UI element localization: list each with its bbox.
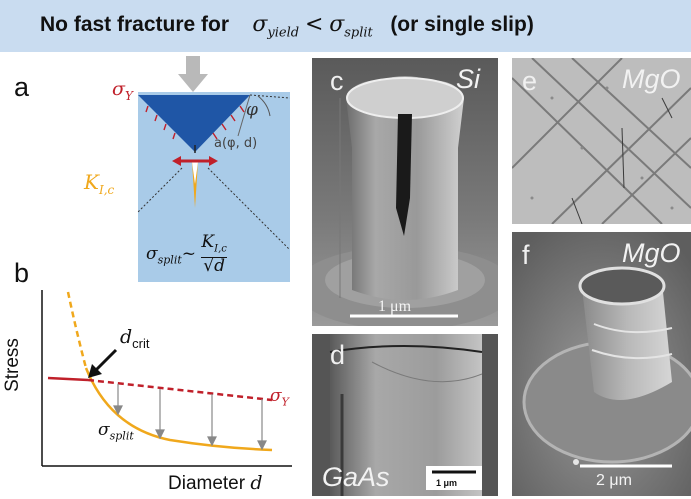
grey-arrows: [113, 384, 267, 451]
x-axis-label: Diameter d: [168, 472, 263, 494]
panel-a-label: a: [14, 72, 30, 102]
sigma-yield: σyield: [252, 12, 300, 41]
y-axis-label: Stress: [1, 338, 23, 392]
load-arrow: [178, 56, 208, 92]
less-than: <: [304, 12, 324, 37]
panel-d-sem-image: [312, 334, 498, 496]
title-prefix: No fast fracture for: [40, 13, 230, 36]
scale-d-label: 1 μm: [436, 478, 458, 488]
crack-white: [192, 162, 198, 184]
panel-b-label: b: [14, 258, 30, 288]
panel-c-label: c: [330, 66, 344, 96]
indenter-wedge: [138, 95, 250, 152]
crack-orange: [192, 162, 198, 208]
title-suffix: (or single slip): [390, 13, 534, 36]
panel-c-sem-image: [312, 58, 498, 326]
panel-f-label: f: [522, 240, 530, 270]
material-si-label: Si: [456, 64, 481, 94]
panel-e-label: e: [522, 66, 538, 96]
panel-e-micrograph: [512, 58, 691, 224]
dcrit-label: dcrit: [120, 326, 150, 351]
title-banner: [0, 0, 691, 52]
title-text: No fast fracture for σyield < σsplit (or…: [40, 12, 534, 40]
scale-f-label: 2 μm: [596, 472, 632, 489]
material-mgo-f-label: MgO: [622, 238, 681, 268]
split-formula: σsplit~ KI,c √d: [146, 232, 227, 277]
sigma-split-curve-label: σsplit: [98, 420, 134, 443]
material-mgo-e-label: MgO: [622, 64, 681, 94]
split-dashed: [66, 291, 88, 369]
panel-d-label: d: [330, 340, 346, 370]
kic-label: KI,c: [84, 170, 115, 197]
a-phi-d-label: a(φ, d): [214, 136, 258, 151]
slip-ticks: [145, 105, 245, 140]
sigma-split: σsplit: [329, 12, 373, 41]
split-curve: [84, 367, 273, 452]
sigma-y-curve-label: σY: [270, 386, 289, 409]
sigma-y-label: σY: [112, 78, 133, 103]
sigma-y-solid: [47, 376, 89, 382]
panel-f-sem-image: [512, 232, 691, 496]
scale-c-label: 1 μm: [378, 298, 412, 315]
sigma-y-dashed: [87, 378, 273, 402]
phi-label: φ: [246, 100, 258, 120]
material-gaas-label: GaAs: [322, 462, 390, 492]
